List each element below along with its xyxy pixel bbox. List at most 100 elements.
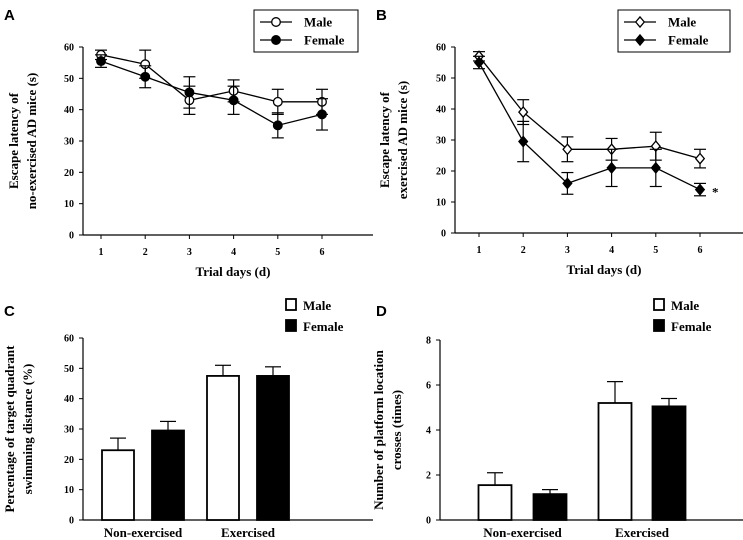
chart-panel-a: 0 10 20 30 40 50 60 Escape latency of no-exercis… <box>6 9 373 279</box>
y-tick-label: 0 <box>426 516 431 527</box>
chart-panel-b: 0 10 20 30 40 50 60 Escape latency of exercised … <box>377 9 743 277</box>
bar-female-exercised <box>651 405 687 521</box>
data-point-marker <box>140 71 151 82</box>
data-point-marker <box>518 105 529 119</box>
y-tick-label: 60 <box>436 43 446 54</box>
y-tick-label: 20 <box>64 455 74 466</box>
y-tick-label: 20 <box>64 168 74 179</box>
panel-label-a: A <box>4 7 15 24</box>
data-point-marker <box>228 95 239 106</box>
y-tick-label: 4 <box>426 426 431 437</box>
bar-male-non-exercised <box>477 484 513 521</box>
legend-label: Male <box>668 15 696 30</box>
x-tick-label: 6 <box>698 245 703 256</box>
chart-panel-c: 0 10 20 30 40 50 60 Percentage of target quadra… <box>2 298 373 540</box>
x-tick-label: 4 <box>231 247 236 258</box>
data-point-marker <box>271 17 281 27</box>
y-axis-title: no-exercised AD mice (s) <box>24 73 39 210</box>
x-category-label: Exercised <box>615 525 670 540</box>
x-tick-label: 2 <box>521 245 526 256</box>
legend-swatch <box>285 298 297 311</box>
y-tick-label: 8 <box>426 336 431 347</box>
series-line-female <box>100 60 323 127</box>
data-point-marker <box>184 87 195 98</box>
x-axis-title: Trial days (d) <box>196 264 271 279</box>
data-point-marker <box>606 161 617 175</box>
data-point-marker <box>271 35 281 45</box>
data-point-marker <box>634 33 646 47</box>
data-point-marker <box>272 96 283 107</box>
series-line-male <box>478 55 701 160</box>
y-tick-label: 10 <box>436 198 446 209</box>
y-axis-title: Escape latency of <box>377 91 392 188</box>
x-tick-label: 5 <box>275 247 280 258</box>
y-tick-label: 10 <box>64 485 74 496</box>
x-axis-title: Trial days (d) <box>567 262 642 277</box>
y-axis-title: swimming distance (%) <box>20 364 35 495</box>
bar-male-exercised <box>597 402 633 521</box>
y-tick-label: 60 <box>64 43 74 54</box>
y-tick-label: 60 <box>64 334 74 345</box>
y-tick-label: 0 <box>69 516 74 527</box>
chart-panel-d: 0 2 4 6 8 Number of platform location crosses … <box>371 298 743 540</box>
data-point-marker <box>473 56 485 69</box>
y-tick-label: 10 <box>64 199 74 210</box>
panel-label-d: D <box>376 303 387 320</box>
legend-label: Female <box>668 33 709 48</box>
y-tick-label: 30 <box>436 136 446 147</box>
bar-female-exercised <box>256 375 290 521</box>
y-axis-title: Number of platform location <box>371 349 386 509</box>
panel-label-b: B <box>376 7 387 24</box>
bar-female-non-exercised <box>151 429 185 521</box>
y-axis-title: exercised AD mice (s) <box>395 81 410 200</box>
y-tick-label: 0 <box>69 231 74 242</box>
legend-box <box>617 9 731 53</box>
data-point-marker <box>650 161 661 175</box>
legend-swatch <box>653 319 665 332</box>
y-tick-label: 50 <box>64 74 74 85</box>
bar-male-non-exercised <box>101 449 135 521</box>
legend-swatch <box>653 298 665 311</box>
series-line-female <box>478 62 701 191</box>
x-tick-label: 2 <box>143 247 148 258</box>
data-point-marker <box>518 135 529 148</box>
y-tick-label: 50 <box>64 364 74 375</box>
legend-label: Male <box>303 298 331 313</box>
legend-label: Female <box>671 319 712 334</box>
bar-female-non-exercised <box>532 493 568 521</box>
y-tick-label: 0 <box>441 229 446 240</box>
y-tick-label: 20 <box>436 167 446 178</box>
data-point-marker <box>694 183 706 196</box>
series-line-male <box>100 54 322 103</box>
y-tick-label: 6 <box>426 381 431 392</box>
panel-label-c: C <box>4 303 15 320</box>
legend-swatch <box>285 319 297 332</box>
x-category-label: Non-exercised <box>483 525 562 540</box>
x-tick-label: 1 <box>477 245 482 256</box>
legend-label: Female <box>303 319 344 334</box>
x-tick-label: 6 <box>320 247 325 258</box>
x-tick-label: 1 <box>99 247 104 258</box>
data-point-marker <box>272 120 283 131</box>
y-tick-label: 50 <box>436 74 446 85</box>
x-category-label: Exercised <box>221 525 276 540</box>
y-tick-label: 30 <box>64 137 74 148</box>
bar-male-exercised <box>206 375 240 521</box>
legend-label: Male <box>671 298 699 313</box>
data-point-marker <box>562 177 573 190</box>
data-point-marker <box>317 109 327 120</box>
y-tick-label: 40 <box>64 105 74 116</box>
y-axis-title: crosses (times) <box>389 390 404 470</box>
x-tick-label: 5 <box>653 245 658 256</box>
legend-box <box>253 9 359 53</box>
y-tick-label: 40 <box>64 394 74 405</box>
y-tick-label: 40 <box>436 105 446 116</box>
y-tick-label: 30 <box>64 425 74 436</box>
significance-annotation: * <box>712 185 719 200</box>
x-tick-label: 3 <box>187 247 192 258</box>
y-tick-label: 2 <box>426 471 431 482</box>
x-tick-label: 4 <box>609 245 614 256</box>
legend-label: Female <box>304 33 345 48</box>
data-point-marker <box>562 143 573 156</box>
